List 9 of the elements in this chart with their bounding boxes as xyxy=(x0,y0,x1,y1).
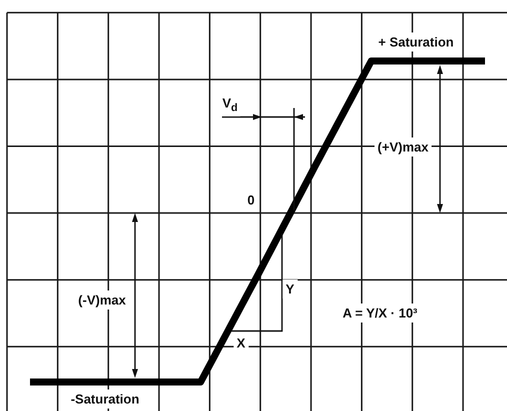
annotation: A = Y/X · 10³ xyxy=(342,306,418,320)
annotation: (+V)max xyxy=(378,140,428,154)
annotation: (-V)max xyxy=(78,292,126,308)
text: + Saturation xyxy=(378,34,454,50)
annotation: X xyxy=(236,336,246,350)
annotation: V$_{d}$ xyxy=(222,95,238,114)
annotation: Y xyxy=(286,282,294,296)
annotation: 0 xyxy=(247,192,255,208)
text: -Saturation xyxy=(70,392,140,406)
